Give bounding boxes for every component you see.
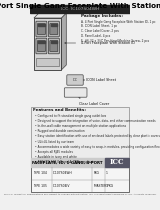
Text: For U.S. market all specifications are subject to change without notice. ICC is : For U.S. market all specifications are s… (4, 194, 156, 195)
Text: Clear Label Cover: Clear Label Cover (79, 97, 109, 106)
Text: • UL/cUL listed by our team: • UL/cUL listed by our team (35, 139, 74, 143)
FancyBboxPatch shape (37, 41, 45, 51)
Text: • Configured to fit standard single gang outlet box: • Configured to fit standard single gang… (35, 113, 106, 118)
Text: • Rugged and durable construction: • Rugged and durable construction (35, 129, 84, 133)
Bar (51, 41, 57, 43)
Text: • Accommodates a wide variety of easy to snap-in modules, providing configuratio: • Accommodates a wide variety of easy to… (35, 145, 160, 149)
Bar (31, 158, 129, 167)
Text: B. ICON Label Sheet, 1 pc: B. ICON Label Sheet, 1 pc (81, 24, 117, 28)
FancyBboxPatch shape (50, 24, 58, 34)
Text: • Accepts all RJ45 modules: • Accepts all RJ45 modules (35, 150, 72, 154)
Bar (105, 158, 129, 167)
Text: 1: 1 (106, 184, 108, 188)
Bar (36, 58, 60, 66)
FancyBboxPatch shape (36, 21, 47, 37)
Text: 4-Port Faceplate With Station ID: 4-Port Faceplate With Station ID (65, 41, 135, 45)
Text: E. #6-32 x 3/4" Pan Head Machine Screw, 2 pcs: E. #6-32 x 3/4" Pan Head Machine Screw, … (81, 39, 149, 43)
FancyBboxPatch shape (64, 88, 87, 97)
FancyBboxPatch shape (37, 24, 45, 34)
Text: ICC  IC107S04WH: ICC IC107S04WH (61, 7, 99, 11)
FancyBboxPatch shape (48, 21, 59, 37)
Text: 1: 1 (106, 171, 108, 175)
Text: Features and Benefits:: Features and Benefits: (33, 108, 86, 112)
FancyBboxPatch shape (48, 38, 59, 54)
Text: ICC: ICC (73, 78, 77, 82)
Bar (31, 107, 129, 166)
Bar (51, 24, 57, 26)
Text: FACEPLATE, ID, 1-GANG, 4-PORT: FACEPLATE, ID, 1-GANG, 4-PORT (32, 160, 103, 164)
Text: IC107S04WH: IC107S04WH (53, 171, 73, 175)
Bar (34, 18, 61, 70)
Bar (31, 158, 129, 192)
Text: Package Includes:: Package Includes: (81, 14, 123, 18)
Polygon shape (34, 13, 66, 18)
Text: A. 4-Port Single Gang Faceplate With Station ID, 1 pc: A. 4-Port Single Gang Faceplate With Sta… (81, 20, 156, 24)
Text: D. Panel Label, 4 pcs: D. Panel Label, 4 pcs (81, 34, 111, 38)
Text: MASTER PKG: MASTER PKG (94, 184, 113, 188)
Text: TYPE 105: TYPE 105 (33, 184, 47, 188)
FancyBboxPatch shape (36, 38, 47, 54)
Text: PKG: PKG (94, 171, 100, 175)
FancyBboxPatch shape (67, 75, 83, 85)
Text: ICON Label Sheet: ICON Label Sheet (83, 78, 116, 82)
Polygon shape (61, 13, 66, 70)
Text: • In-the-wall cable management on multiple station applications: • In-the-wall cable management on multip… (35, 124, 126, 128)
Text: C. Clear Label Cover, 2 pcs: C. Clear Label Cover, 2 pcs (81, 29, 119, 33)
Text: TYPE 104: TYPE 104 (33, 171, 47, 175)
Bar (38, 24, 44, 26)
Text: 4-Port Single Gang Faceplate With Station ID: 4-Port Single Gang Faceplate With Statio… (0, 3, 160, 9)
Bar (30, 5, 130, 13)
Text: ICC: ICC (109, 159, 124, 167)
Text: • Easy station identification with use of enclosed labels protected by clear pla: • Easy station identification with use o… (35, 134, 160, 138)
Text: • ANSI/TIA-568.0-D and A, TBB compliant: • ANSI/TIA-568.0-D and A, TBB compliant (35, 160, 93, 164)
Text: • Available in ivory and white: • Available in ivory and white (35, 155, 76, 159)
Text: • Designed to support the integration of voice, data, and other communication ne: • Designed to support the integration of… (35, 119, 155, 123)
FancyBboxPatch shape (50, 41, 58, 51)
Bar (38, 41, 44, 43)
Text: IC107S04IV: IC107S04IV (53, 184, 71, 188)
